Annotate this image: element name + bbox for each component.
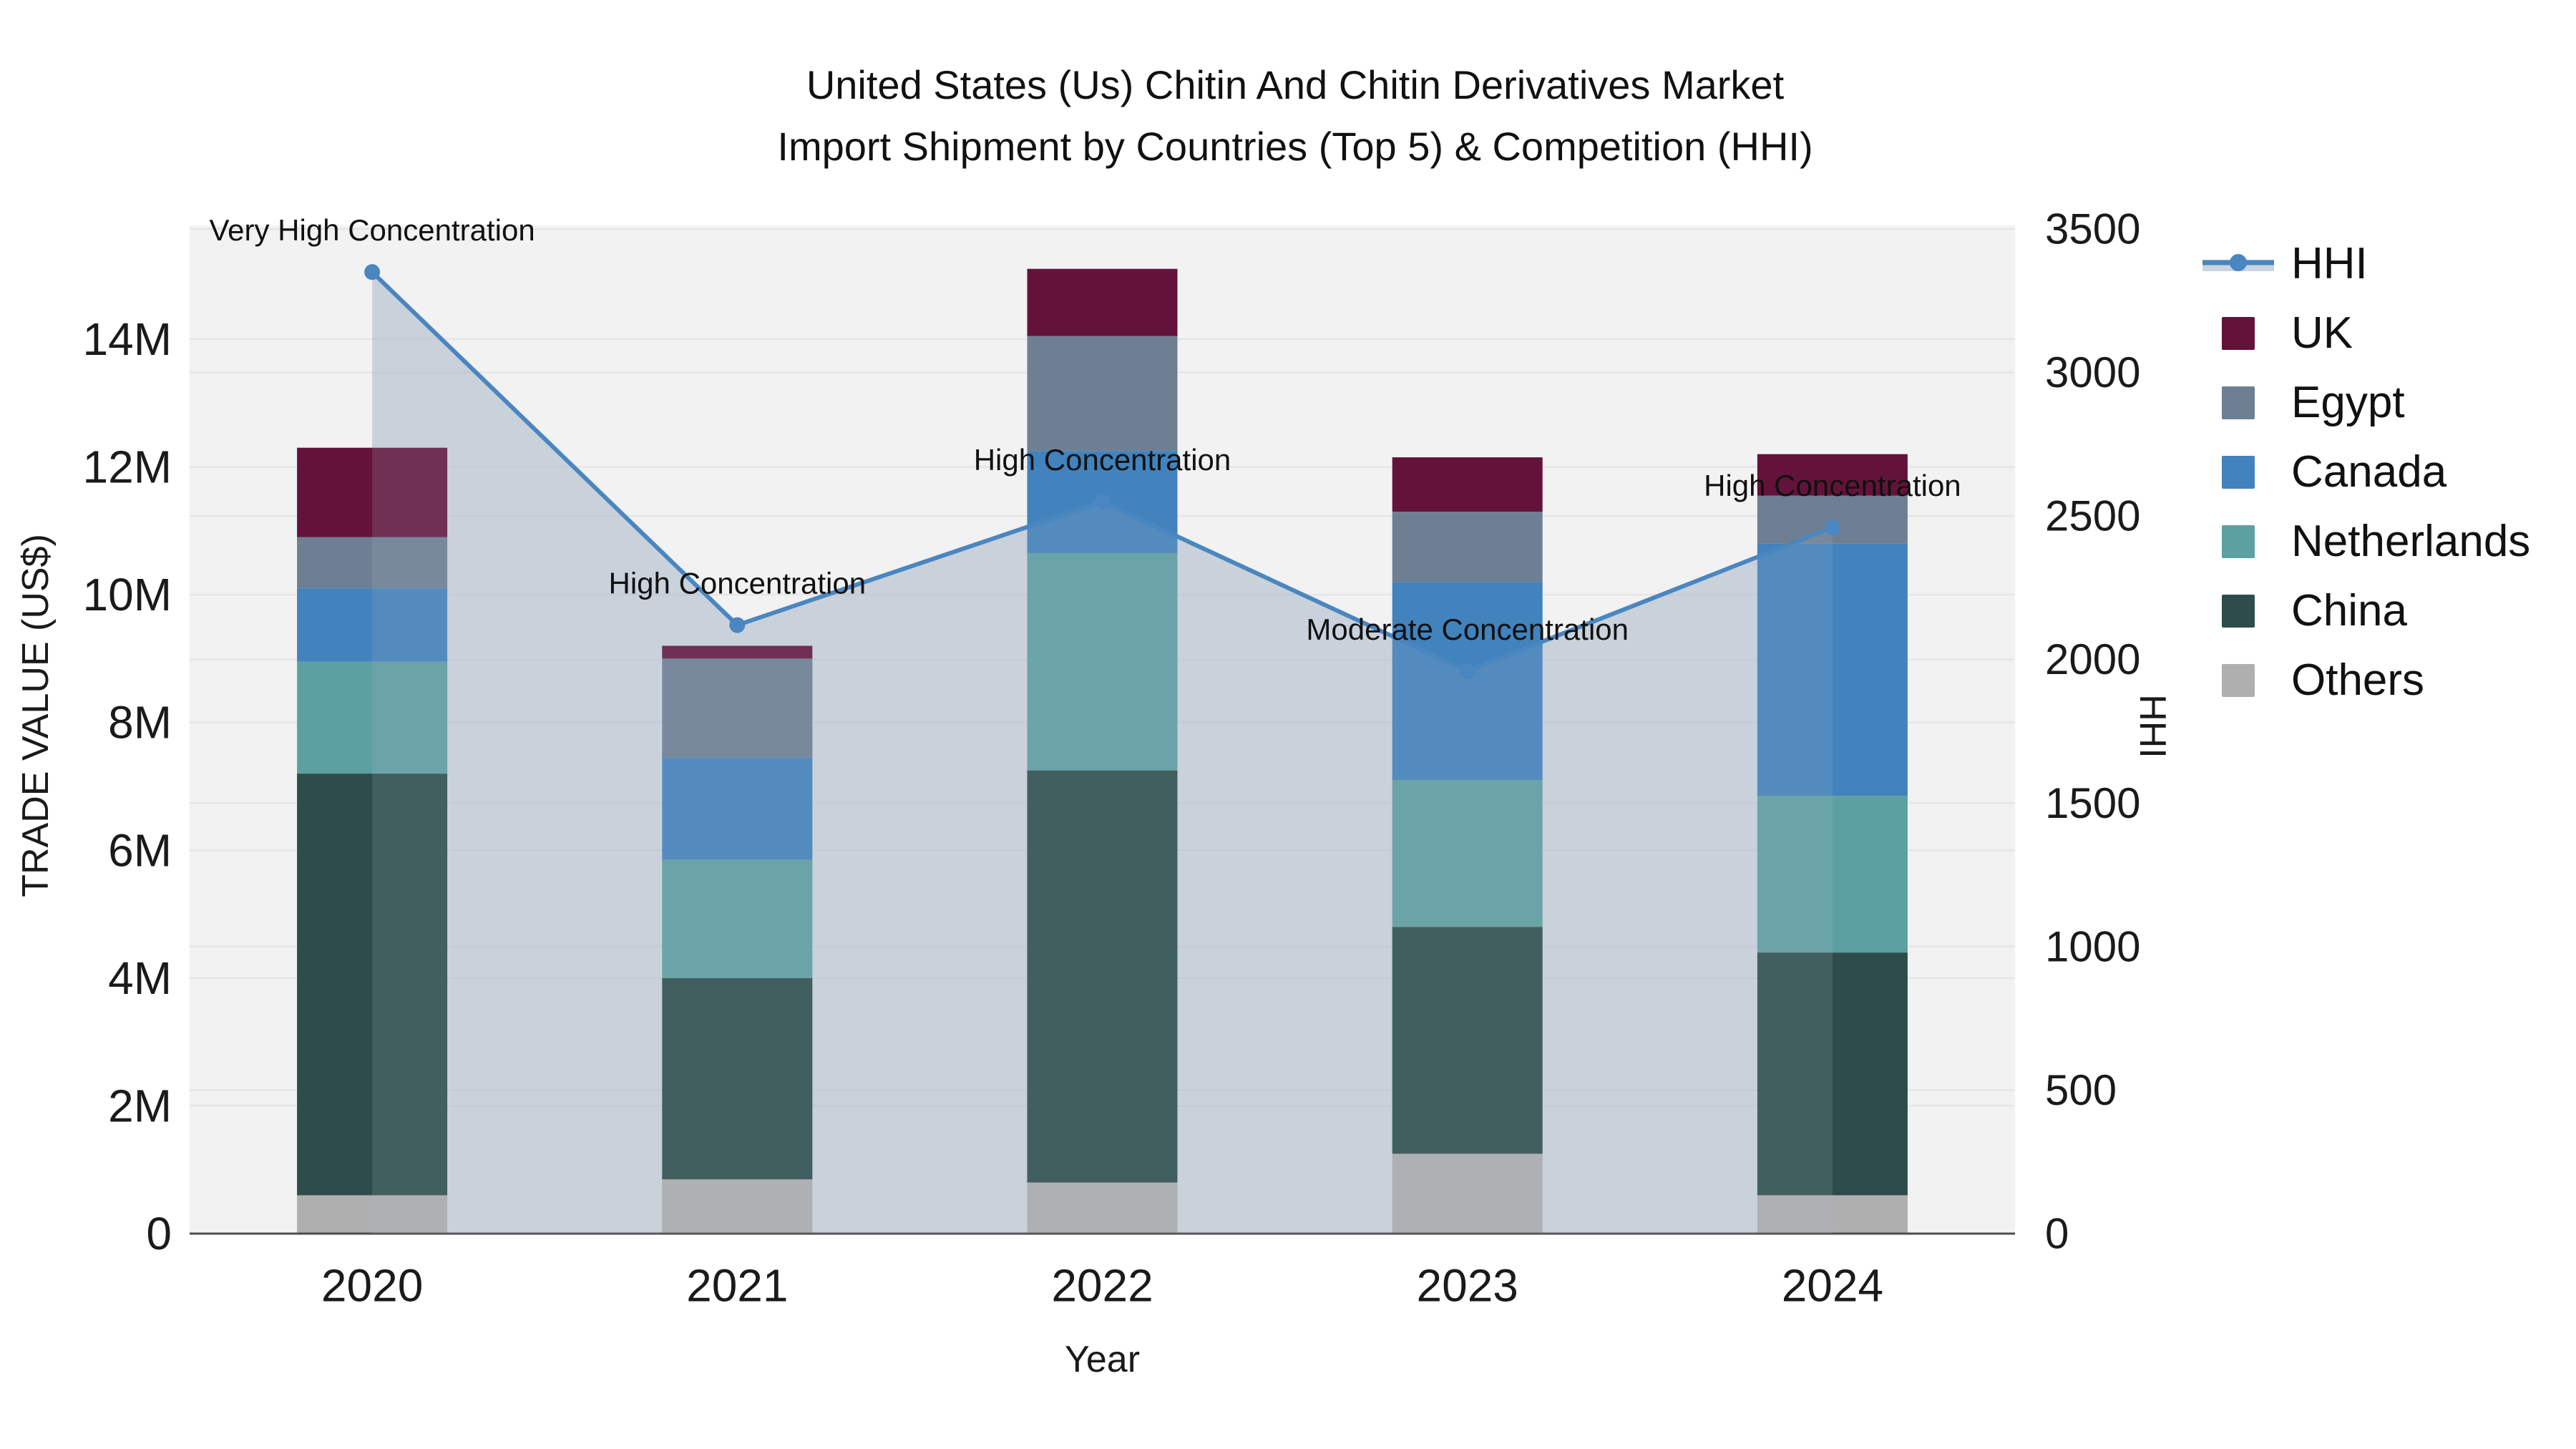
bar-segment-egypt-2023: [1392, 512, 1543, 582]
legend-item-hhi[interactable]: HHI: [2202, 229, 2530, 298]
chart-title: United States (Us) Chitin And Chitin Der…: [0, 54, 2576, 177]
legend-swatch-egypt: [2222, 386, 2255, 419]
bar-segment-netherlands-2022: [1027, 553, 1178, 771]
x-tick-label-2023: 2023: [1417, 1259, 1518, 1311]
hhi-marker-2020: [364, 264, 381, 280]
legend-item-label: Others: [2291, 655, 2425, 705]
bar-segment-china-2023: [1392, 927, 1543, 1154]
annotation-2022: High Concentration: [974, 443, 1231, 477]
bar-segment-netherlands-2024: [1757, 796, 1908, 953]
x-tick-label-2024: 2024: [1782, 1259, 1883, 1311]
legend-item-uk[interactable]: UK: [2202, 298, 2530, 368]
y-left-axis-title: TRADE VALUE (US$): [15, 534, 57, 897]
bar-segment-canada-2021: [662, 757, 813, 860]
legend-item-netherlands[interactable]: Netherlands: [2202, 507, 2530, 576]
y-left-tick-label-2M: 2M: [108, 1080, 172, 1131]
bar-segment-netherlands-2021: [662, 859, 813, 978]
y-left-tick-label-10M: 10M: [83, 569, 172, 620]
bar-segment-uk-2023: [1392, 457, 1543, 512]
legend-swatch-uk: [2222, 316, 2255, 350]
legend-swatch-canada: [2222, 455, 2255, 489]
x-axis-title: Year: [1065, 1339, 1140, 1380]
y-right-tick-label-2500: 2500: [2045, 492, 2140, 540]
legend-item-label: Canada: [2291, 447, 2447, 497]
y-left-tick-label-4M: 4M: [108, 952, 172, 1004]
legend-item-canada[interactable]: Canada: [2202, 437, 2530, 507]
hhi-area-fill-over: [372, 272, 1833, 1234]
y-left-tick-label-6M: 6M: [108, 824, 172, 876]
legend-swatch-netherlands: [2222, 525, 2255, 558]
hhi-marker-2023: [1459, 663, 1475, 679]
bar-segment-uk-2022: [1027, 268, 1178, 336]
legend-swatch-others: [2222, 663, 2255, 697]
chart-title-line2: Import Shipment by Countries (Top 5) & C…: [777, 124, 1813, 169]
bar-segment-netherlands-2023: [1392, 780, 1543, 927]
bar-segment-egypt-2021: [662, 658, 813, 758]
bar-segment-others-2022: [1027, 1182, 1178, 1234]
bar-segment-canada-2023: [1392, 582, 1543, 781]
bar-segment-others-2024: [1757, 1195, 1908, 1234]
hhi-marker-2022: [1094, 494, 1111, 510]
annotation-2021: High Concentration: [609, 567, 867, 600]
legend-item-egypt[interactable]: Egypt: [2202, 368, 2530, 437]
hhi-marker-2021: [729, 617, 746, 633]
bar-segment-others-2021: [662, 1179, 813, 1234]
chart-title-line1: United States (Us) Chitin And Chitin Der…: [806, 62, 1785, 107]
bar-segment-uk-2021: [662, 645, 813, 659]
y-left-tick-label-0: 0: [146, 1208, 172, 1259]
bar-segment-canada-2020: [297, 588, 448, 662]
annotation-2023: Moderate Concentration: [1306, 613, 1629, 646]
legend-swatch-icon-uk: [2202, 316, 2274, 350]
y-right-tick-label-3000: 3000: [2045, 348, 2140, 396]
legend-item-label: UK: [2291, 308, 2353, 358]
y-right-axis-title: HHI: [2132, 694, 2173, 758]
legend-swatch-china: [2222, 594, 2255, 628]
bar-segment-egypt-2020: [297, 537, 448, 589]
annotation-2024: High Concentration: [1704, 469, 1961, 502]
bar-segment-canada-2024: [1757, 543, 1908, 796]
bar-segment-others-2020: [297, 1195, 448, 1234]
bar-segment-others-2023: [1392, 1153, 1543, 1234]
annotation-2020: Very High Concentration: [209, 213, 535, 247]
y-right-tick-label-3500: 3500: [2045, 205, 2140, 253]
legend-item-label: HHI: [2291, 239, 2368, 288]
hhi-line-marker-icon: [2202, 248, 2274, 280]
legend-swatch-icon-canada: [2202, 455, 2274, 489]
bar-segment-uk-2024: [1757, 454, 1908, 496]
x-tick-label-2020: 2020: [321, 1259, 423, 1311]
y-right-tick-label-0: 0: [2045, 1210, 2069, 1258]
legend-swatch-icon-china: [2202, 594, 2274, 628]
hhi-legend-symbol-svg: [2202, 253, 2274, 271]
legend-item-label: Egypt: [2291, 378, 2405, 427]
bar-segment-china-2024: [1757, 952, 1908, 1196]
legend-swatch-icon-others: [2202, 663, 2274, 697]
y-right-tick-label-500: 500: [2045, 1066, 2117, 1114]
legend-item-china[interactable]: China: [2202, 576, 2530, 645]
x-tick-label-2022: 2022: [1051, 1259, 1153, 1311]
legend: HHI UK Egypt Canada Netherlands China Others: [2202, 229, 2530, 715]
legend-item-label: China: [2291, 586, 2407, 635]
bar-segment-egypt-2024: [1757, 495, 1908, 544]
bar-segment-china-2020: [297, 774, 448, 1196]
bar-segment-china-2021: [662, 977, 813, 1180]
y-left-tick-label-8M: 8M: [108, 697, 172, 748]
x-tick-label-2021: 2021: [686, 1259, 788, 1311]
bar-segment-netherlands-2020: [297, 661, 448, 774]
bar-segment-egypt-2022: [1027, 336, 1178, 452]
legend-swatch-icon-netherlands: [2202, 525, 2274, 558]
hhi-marker-2024: [1824, 519, 1840, 536]
bar-segment-uk-2020: [297, 447, 448, 537]
y-right-tick-label-1000: 1000: [2045, 922, 2140, 970]
y-right-tick-label-2000: 2000: [2045, 635, 2140, 683]
y-left-tick-label-14M: 14M: [83, 313, 172, 365]
bar-segment-china-2022: [1027, 770, 1178, 1183]
legend-swatch-icon-egypt: [2202, 386, 2274, 419]
legend-item-label: Netherlands: [2291, 517, 2531, 566]
y-right-tick-label-1500: 1500: [2045, 779, 2140, 827]
legend-item-others[interactable]: Others: [2202, 645, 2530, 715]
y-left-tick-label-12M: 12M: [83, 441, 172, 493]
